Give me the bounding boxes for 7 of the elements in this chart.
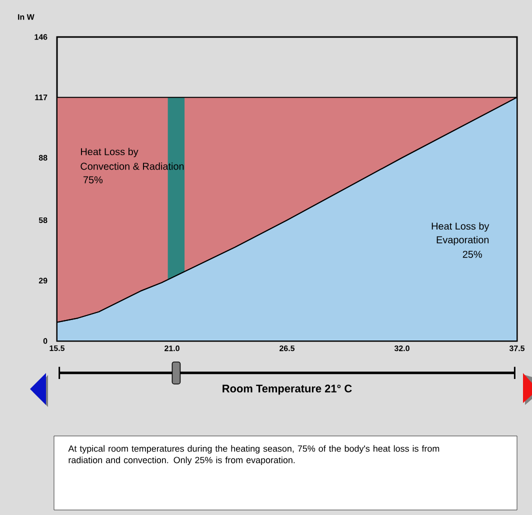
annotation: Heat Loss by [432,222,490,232]
annotation: Evaporation [436,236,489,246]
annotation: 75% [83,176,103,184]
x-axis-title: Room Temperature 21° C [222,384,352,395]
annotation: Heat Loss by [81,148,138,158]
annotation: 25% [462,250,482,258]
text: At typical room temperatures during the heating season, 75% of the body's heat loss is from radiation and convection. Only 25% is from evaporation. [68,445,440,465]
